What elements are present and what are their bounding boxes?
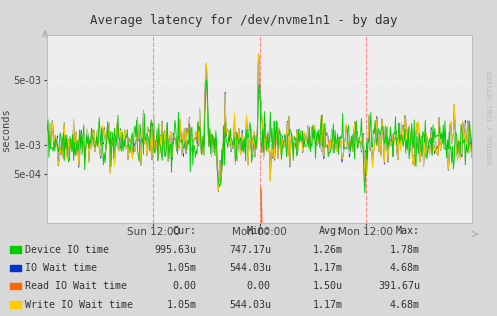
Y-axis label: seconds: seconds — [1, 107, 11, 151]
Text: 391.67u: 391.67u — [378, 281, 420, 291]
Text: Max:: Max: — [396, 226, 420, 236]
Text: 0.00: 0.00 — [172, 281, 196, 291]
Text: Average latency for /dev/nvme1n1 - by day: Average latency for /dev/nvme1n1 - by da… — [90, 14, 397, 27]
Text: Avg:: Avg: — [319, 226, 343, 236]
Text: 4.68m: 4.68m — [390, 263, 420, 273]
Text: 0.00: 0.00 — [247, 281, 271, 291]
Text: Device IO time: Device IO time — [25, 245, 109, 255]
Text: 1.17m: 1.17m — [313, 263, 343, 273]
Text: 1.26m: 1.26m — [313, 245, 343, 255]
Text: IO Wait time: IO Wait time — [25, 263, 97, 273]
Text: 1.17m: 1.17m — [313, 300, 343, 310]
Text: Cur:: Cur: — [172, 226, 196, 236]
Text: Write IO Wait time: Write IO Wait time — [25, 300, 133, 310]
Text: Min:: Min: — [247, 226, 271, 236]
Text: 544.03u: 544.03u — [229, 263, 271, 273]
Text: 995.63u: 995.63u — [154, 245, 196, 255]
Text: RRDTOOL / TOBI OETIKER: RRDTOOL / TOBI OETIKER — [488, 70, 494, 164]
Text: 4.68m: 4.68m — [390, 300, 420, 310]
Text: 1.50u: 1.50u — [313, 281, 343, 291]
Text: Read IO Wait time: Read IO Wait time — [25, 281, 127, 291]
Text: 1.05m: 1.05m — [166, 300, 196, 310]
Text: 544.03u: 544.03u — [229, 300, 271, 310]
Text: 1.05m: 1.05m — [166, 263, 196, 273]
Text: 1.78m: 1.78m — [390, 245, 420, 255]
Text: 747.17u: 747.17u — [229, 245, 271, 255]
